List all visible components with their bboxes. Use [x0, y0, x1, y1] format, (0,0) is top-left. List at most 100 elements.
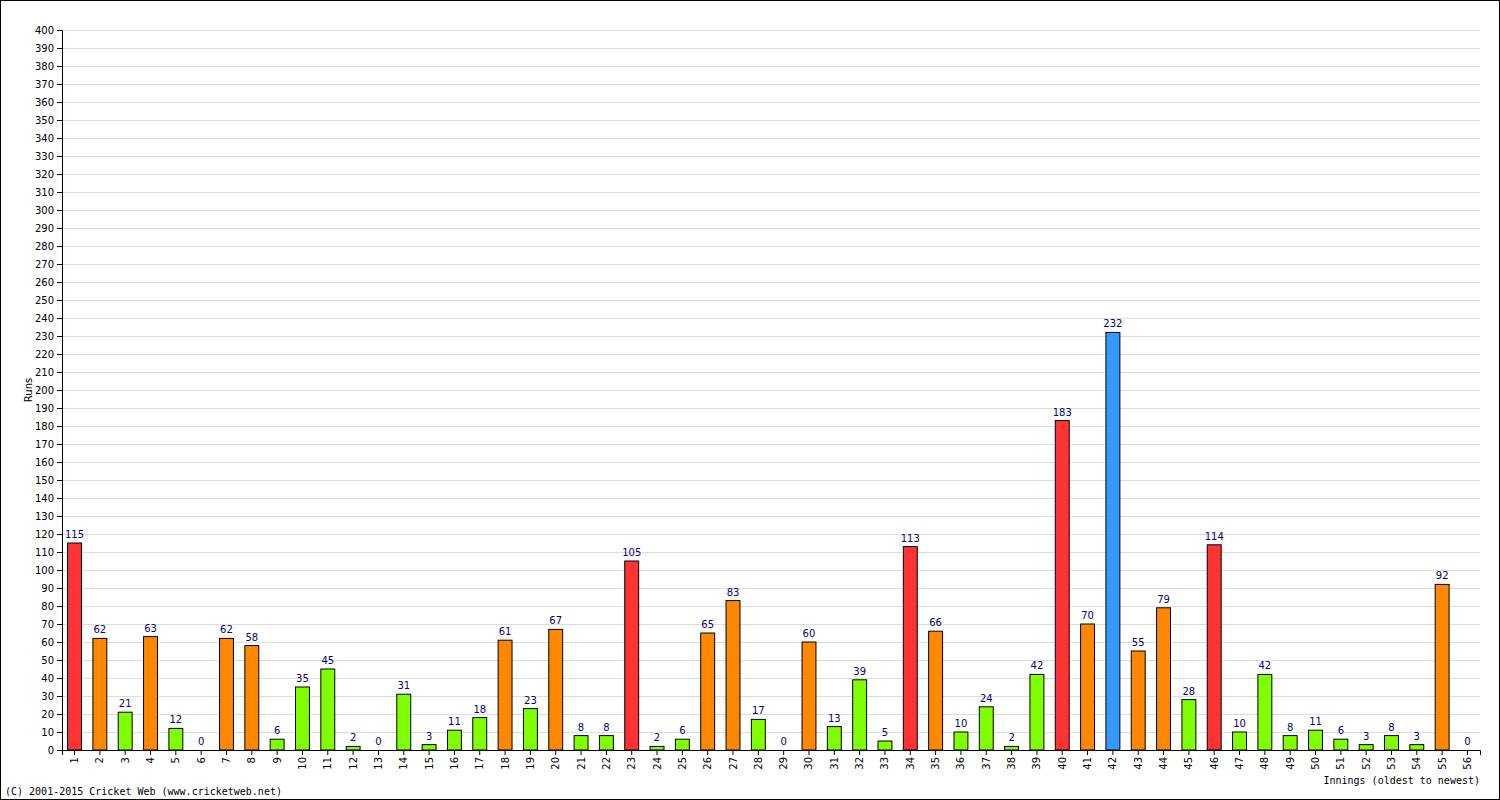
y-tick-mark	[57, 426, 62, 427]
x-tick: 8	[246, 750, 257, 763]
data-label: 28	[1183, 686, 1196, 697]
y-tick-mark	[57, 336, 62, 337]
y-tick-mark	[57, 606, 62, 607]
x-tick-label: 7	[221, 757, 232, 763]
y-tick: 320	[35, 169, 62, 180]
y-tick-label: 270	[35, 259, 54, 270]
x-tick-mark	[1239, 750, 1240, 755]
x-tick-label: 14	[398, 757, 409, 770]
x-tick-label: 11	[322, 757, 333, 770]
y-tick-mark	[57, 156, 62, 157]
x-tick-label: 26	[702, 757, 713, 770]
x-tick: 17	[474, 750, 485, 770]
x-tick: 36	[955, 750, 966, 770]
y-tick-label: 400	[35, 25, 54, 36]
y-tick-mark	[57, 372, 62, 373]
data-label: 12	[169, 714, 182, 725]
y-tick-label: 10	[41, 727, 54, 738]
x-tick-label: 18	[500, 757, 511, 770]
y-tick: 160	[35, 457, 62, 468]
grid-line	[62, 426, 1480, 427]
data-label: 2	[654, 732, 660, 743]
y-tick-label: 140	[35, 493, 54, 504]
y-axis-line	[57, 31, 63, 751]
data-label: 8	[1388, 722, 1394, 733]
data-label: 42	[1031, 660, 1044, 671]
x-tick: 41	[1082, 750, 1093, 770]
x-tick-mark	[302, 750, 303, 755]
bar	[1055, 421, 1069, 750]
y-tick: 220	[35, 349, 62, 360]
bar	[447, 730, 461, 750]
y-tick-mark	[57, 588, 62, 589]
y-tick: 50	[41, 655, 62, 666]
y-tick-mark	[57, 210, 62, 211]
bar	[498, 640, 512, 750]
x-tick: 31	[829, 750, 840, 770]
grid-line	[62, 588, 1480, 589]
x-tick: 48	[1259, 750, 1270, 770]
x-tick-mark	[859, 750, 860, 755]
x-tick-label: 36	[955, 757, 966, 770]
x-tick-label: 27	[728, 757, 739, 770]
y-tick-label: 190	[35, 403, 54, 414]
bar	[1005, 746, 1019, 750]
bar	[929, 631, 943, 750]
bar	[220, 638, 234, 750]
y-tick-label: 360	[35, 97, 54, 108]
x-tick: 49	[1285, 750, 1296, 770]
y-tick-label: 380	[35, 61, 54, 72]
x-tick-mark	[1366, 750, 1367, 755]
bar	[1131, 651, 1145, 750]
y-tick-mark	[57, 264, 62, 265]
data-label: 62	[93, 624, 106, 635]
y-tick-mark	[57, 390, 62, 391]
x-tick: 33	[879, 750, 890, 770]
grid-line	[62, 282, 1480, 283]
x-tick: 29	[778, 750, 789, 770]
x-tick-mark	[581, 750, 582, 755]
bar	[93, 638, 107, 750]
data-label: 2	[350, 732, 356, 743]
y-tick: 110	[35, 547, 62, 558]
x-tick-mark	[606, 750, 607, 755]
data-label: 42	[1258, 660, 1271, 671]
y-tick-mark	[57, 660, 62, 661]
grid-line	[62, 372, 1480, 373]
data-label: 13	[828, 713, 841, 724]
grid-line	[62, 444, 1480, 445]
x-tick: 13	[373, 750, 384, 770]
y-tick-mark	[57, 138, 62, 139]
chart: 0102030405060708090100110120130140150160…	[0, 0, 1500, 800]
bar	[549, 629, 563, 750]
data-label: 21	[119, 698, 132, 709]
y-tick-label: 310	[35, 187, 54, 198]
grid-line	[62, 102, 1480, 103]
data-label: 61	[499, 626, 512, 637]
data-label: 0	[780, 736, 786, 747]
data-label: 66	[929, 617, 942, 628]
data-label: 11	[448, 716, 461, 727]
y-tick-label: 320	[35, 169, 54, 180]
x-tick-label: 21	[576, 757, 587, 770]
bar	[1207, 545, 1221, 750]
bar	[397, 694, 411, 750]
y-tick-label: 160	[35, 457, 54, 468]
x-tick-label: 23	[626, 757, 637, 770]
x-tick-label: 2	[94, 757, 105, 763]
bar	[118, 712, 132, 750]
x-tick-mark	[555, 750, 556, 755]
bar	[68, 543, 82, 750]
y-tick-mark	[57, 102, 62, 103]
y-tick-label: 20	[41, 709, 54, 720]
bar	[574, 736, 588, 750]
data-label: 17	[752, 705, 765, 716]
x-tick: 42	[1107, 750, 1118, 770]
data-label: 6	[1338, 725, 1344, 736]
x-tick-mark	[175, 750, 176, 755]
x-tick-label: 47	[1234, 757, 1245, 770]
bar	[650, 746, 664, 750]
grid-line	[62, 462, 1480, 463]
y-tick: 90	[41, 583, 62, 594]
y-tick: 380	[35, 61, 62, 72]
